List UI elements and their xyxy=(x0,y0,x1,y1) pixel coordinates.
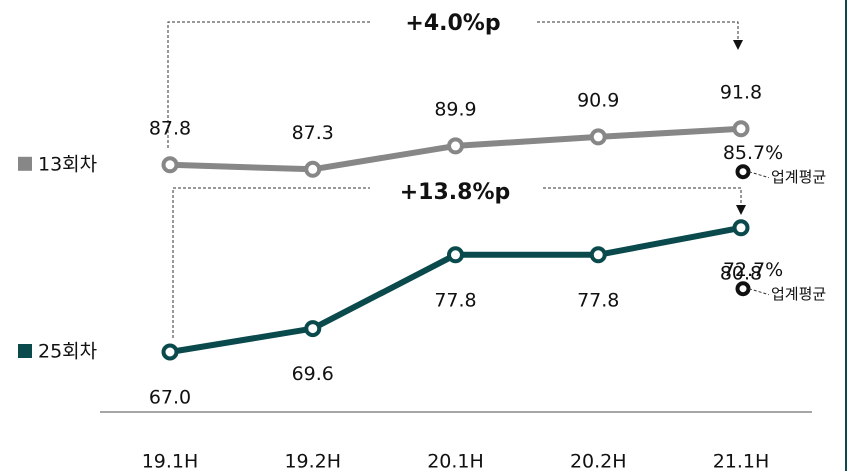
point xyxy=(447,246,464,264)
benchmark-value: 85.7% xyxy=(723,142,783,164)
value-label: 77.8 xyxy=(434,289,476,311)
x-tick-label: 20.2H xyxy=(570,451,627,471)
value-label: 67.0 xyxy=(149,387,191,409)
legend-label: 13회차 xyxy=(38,153,97,175)
arrow xyxy=(733,40,743,50)
benchmark-value: 72.7% xyxy=(723,259,783,281)
point xyxy=(304,160,322,178)
benchmark-marker xyxy=(735,281,751,297)
x-tick-label: 19.1H xyxy=(142,451,199,471)
connector xyxy=(172,187,742,338)
benchmark-label: 업계평균 xyxy=(771,285,826,303)
value-label: 89.9 xyxy=(434,98,476,120)
arrow xyxy=(736,205,746,215)
value-label: 91.8 xyxy=(720,81,762,103)
value-label: 69.6 xyxy=(292,363,334,385)
value-label: 90.9 xyxy=(577,89,619,111)
annotation: +4.0%p xyxy=(405,11,500,36)
value-label: 87.8 xyxy=(149,117,191,139)
point xyxy=(161,343,179,361)
point xyxy=(447,137,464,155)
benchmark-marker xyxy=(735,164,751,180)
point xyxy=(732,219,750,237)
x-tick-label: 19.2H xyxy=(284,451,341,471)
x-tick-label: 20.1H xyxy=(427,451,484,471)
value-label: 87.3 xyxy=(292,122,334,144)
point xyxy=(589,246,607,264)
connector xyxy=(167,21,739,148)
annotation: +13.8%p xyxy=(400,180,511,205)
point xyxy=(161,156,179,174)
benchmark-label: 업계평균 xyxy=(771,168,826,186)
value-label: 80.8 xyxy=(720,262,762,284)
point xyxy=(732,120,750,138)
benchmark-connector xyxy=(748,288,770,296)
legend-swatch xyxy=(18,156,32,171)
legend-label: 25회차 xyxy=(38,341,97,363)
point xyxy=(304,320,322,338)
legend-swatch xyxy=(18,344,32,358)
benchmark-connector xyxy=(748,171,770,179)
point xyxy=(589,128,607,146)
x-tick-label: 21.1H xyxy=(713,451,770,471)
value-label: 77.8 xyxy=(577,289,619,311)
